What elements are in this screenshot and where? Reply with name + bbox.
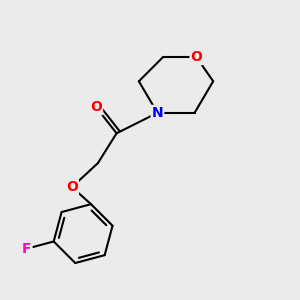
Text: O: O — [190, 50, 202, 64]
Text: O: O — [90, 100, 102, 114]
Text: O: O — [66, 180, 78, 194]
Text: N: N — [152, 106, 163, 120]
Text: F: F — [22, 242, 32, 256]
